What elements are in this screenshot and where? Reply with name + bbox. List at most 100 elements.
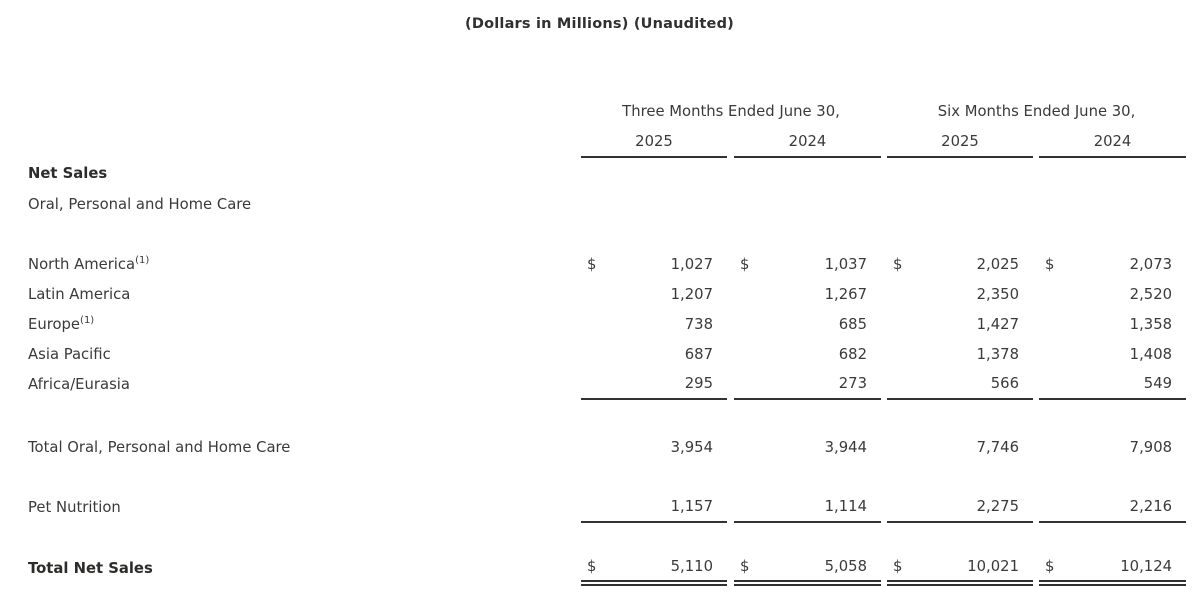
empty-cell (581, 189, 1186, 219)
currency-cell (581, 492, 611, 523)
statement-title: (Dollars in Millions) (Unaudited) (465, 16, 734, 32)
year-header-3m-2025: 2025 (581, 126, 727, 158)
currency-cell: $ (893, 255, 903, 273)
row-label: Pet Nutrition (28, 498, 121, 516)
empty-cell (28, 522, 1186, 553)
value-cell: 273 (764, 369, 881, 400)
gap-cell (727, 369, 734, 399)
currency-cell (581, 432, 611, 462)
year-header-6m-2024: 2024 (1039, 126, 1187, 158)
value-cell: 685 (838, 315, 867, 333)
value-cell: 295 (611, 369, 727, 400)
value-cell: 1,358 (1129, 315, 1173, 333)
empty-cell (28, 126, 581, 157)
value-cell: 1,027 (670, 255, 713, 273)
column-group-header-row: Three Months Ended June 30, Six Months E… (28, 32, 1186, 126)
currency-cell: $ (734, 553, 764, 586)
footnote-ref: (1) (135, 254, 150, 266)
value-cell: 1,114 (764, 492, 881, 523)
table-row-africa-eurasia: Africa/Eurasia 295 273 566 549 (28, 369, 1187, 400)
value-cell: 3,954 (670, 438, 713, 456)
gap-cell (727, 339, 734, 369)
row-label: Total Net Sales (28, 559, 153, 577)
currency-cell (1039, 339, 1069, 369)
row-label: Latin America (28, 285, 131, 303)
currency-cell (1039, 492, 1069, 523)
value-cell: 1,037 (824, 255, 867, 273)
spacer-row (28, 399, 1186, 432)
year-header-3m-2024: 2024 (734, 126, 881, 158)
section-heading: Net Sales (28, 164, 108, 182)
currency-cell (581, 369, 611, 400)
footnote-ref: (1) (80, 314, 95, 326)
value-cell: 566 (917, 369, 1033, 400)
value-cell: 2,216 (1069, 492, 1187, 523)
gap-cell (727, 553, 734, 583)
value-cell: 5,058 (764, 553, 881, 586)
value-cell: 2,025 (976, 255, 1019, 273)
col-group-six-months: Six Months Ended June 30, (937, 103, 1136, 120)
value-cell: 1,267 (824, 285, 867, 303)
gap-cell (727, 432, 734, 462)
currency-cell (1039, 432, 1069, 462)
spacer-row (28, 219, 1186, 249)
value-cell: 682 (838, 345, 867, 363)
value-cell: 2,350 (976, 285, 1019, 303)
currency-cell (734, 432, 764, 462)
net-sales-table: Three Months Ended June 30, Six Months E… (28, 32, 1187, 586)
currency-cell: $ (587, 255, 597, 273)
value-cell: 2,275 (917, 492, 1033, 523)
currency-cell: $ (887, 553, 917, 586)
row-label: Asia Pacific (28, 345, 111, 363)
empty-cell (28, 399, 1186, 432)
value-cell: 549 (1069, 369, 1187, 400)
table-row-asia-pacific: Asia Pacific 687 682 1,378 1,408 (28, 339, 1186, 369)
currency-cell (734, 369, 764, 400)
gap-cell (727, 279, 734, 309)
value-cell: 10,021 (917, 553, 1033, 586)
value-cell: 2,520 (1129, 285, 1173, 303)
value-cell: 1,378 (976, 345, 1019, 363)
currency-cell (887, 339, 917, 369)
value-cell: 5,110 (611, 553, 727, 586)
row-label: Total Oral, Personal and Home Care (28, 438, 291, 456)
table-row-total-net-sales: Total Net Sales $ 5,110 $ 5,058 $ 10,021… (28, 553, 1187, 586)
currency-cell (887, 279, 917, 309)
value-cell: 1,207 (670, 285, 713, 303)
table-row-total-oral-personal-home-care: Total Oral, Personal and Home Care 3,954… (28, 432, 1186, 462)
table-row-north-america: North America(1) $ 1,027 $ 1,037 $ 2,025… (28, 249, 1186, 279)
currency-cell (734, 279, 764, 309)
value-cell: 1,427 (976, 315, 1019, 333)
currency-cell (1039, 369, 1069, 400)
value-cell: 10,124 (1069, 553, 1187, 586)
currency-cell: $ (1045, 255, 1055, 273)
currency-cell (734, 339, 764, 369)
currency-cell (581, 309, 611, 339)
value-cell: 2,073 (1129, 255, 1173, 273)
spacer-row (28, 522, 1186, 553)
table-row-europe: Europe(1) 738 685 1,427 1,358 (28, 309, 1186, 339)
currency-cell (887, 432, 917, 462)
currency-cell: $ (1039, 553, 1069, 586)
currency-cell (734, 309, 764, 339)
empty-cell (28, 32, 581, 126)
value-cell: 3,944 (824, 438, 867, 456)
value-cell: 7,908 (1129, 438, 1173, 456)
gap-cell (727, 249, 734, 279)
table-row-pet-nutrition: Pet Nutrition 1,157 1,114 2,275 2,216 (28, 492, 1187, 523)
currency-cell (581, 279, 611, 309)
currency-cell (1039, 309, 1069, 339)
value-cell: 687 (684, 345, 713, 363)
empty-cell (28, 462, 1186, 492)
empty-cell (28, 219, 1186, 249)
section-subheading-row: Oral, Personal and Home Care (28, 189, 1186, 219)
year-header-6m-2025: 2025 (887, 126, 1033, 158)
row-label: Africa/Eurasia (28, 375, 130, 393)
table-row-latin-america: Latin America 1,207 1,267 2,350 2,520 (28, 279, 1186, 309)
spacer-row (28, 462, 1186, 492)
currency-cell (887, 309, 917, 339)
col-group-three-months: Three Months Ended June 30, (622, 103, 840, 120)
value-cell: 1,408 (1129, 345, 1173, 363)
value-cell: 7,746 (976, 438, 1019, 456)
row-label: North America (28, 255, 136, 273)
